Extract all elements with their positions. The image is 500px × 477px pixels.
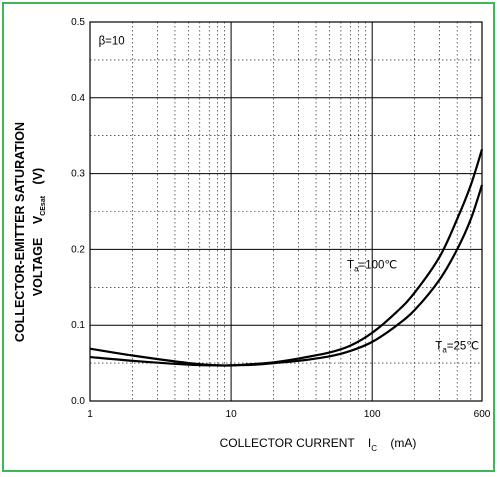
- x-axis-title-subscript: C: [371, 444, 377, 453]
- y-tick-label: 0.2: [71, 244, 85, 255]
- x-tick-label: 100: [364, 409, 381, 420]
- annotation-ta25: Ta=25℃: [435, 340, 479, 354]
- y-axis-title-symbol: V: [31, 215, 45, 224]
- annotation-beta: β=10: [99, 36, 125, 48]
- x-tick-labels: 1 10 100 600: [87, 409, 491, 420]
- x-axis-title-unit: (mA): [390, 436, 416, 450]
- x-axis-title: COLLECTOR CURRENT IC (mA): [220, 436, 417, 454]
- y-axis-title-line1: COLLECTOR-EMITTER SATURATION: [13, 122, 27, 342]
- annotations: β=10 Ta=100℃ Ta=25℃: [99, 36, 480, 355]
- chart-frame: [2, 2, 495, 472]
- series-line-1: [89, 184, 484, 367]
- y-axis-title-unit: (V): [31, 168, 45, 185]
- y-tick-label: 0.3: [71, 169, 85, 180]
- x-axis-title-symbol: I: [368, 436, 371, 450]
- major-gridlines: [90, 22, 482, 401]
- y-axis-title-line2: VOLTAGE VCEsat (V): [31, 168, 48, 296]
- plot-area-border: [89, 21, 483, 402]
- y-axis-title-word: VOLTAGE: [31, 238, 45, 297]
- y-axis-title-subscript: CEsat: [40, 195, 47, 216]
- x-tick-label: 10: [226, 409, 238, 420]
- y-tick-label: 0.5: [71, 17, 85, 28]
- x-tick-label: 600: [474, 409, 491, 420]
- minor-gridlines: [90, 22, 483, 401]
- y-tick-labels: 0.0 0.1 0.2 0.3 0.4 0.5: [71, 17, 85, 407]
- y-tick-label: 0.1: [71, 320, 85, 331]
- series-line-0: [89, 149, 484, 367]
- annotation-ta100: Ta=100℃: [347, 259, 397, 273]
- x-axis-title-main: COLLECTOR CURRENT: [220, 436, 356, 450]
- y-tick-label: 0.0: [71, 396, 85, 407]
- series-group: [89, 149, 484, 367]
- y-tick-label: 0.4: [71, 93, 85, 104]
- x-tick-label: 1: [87, 409, 93, 420]
